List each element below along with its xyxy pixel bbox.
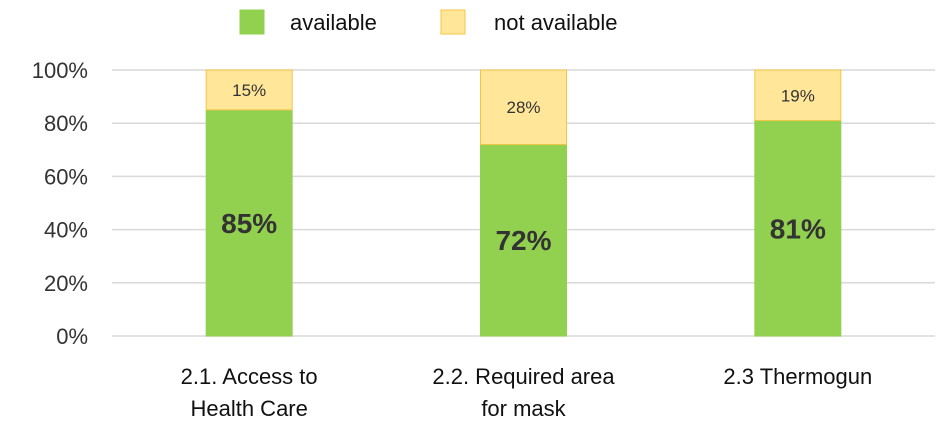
- y-tick-label: 0%: [56, 324, 88, 349]
- bar-segment-available: [754, 120, 842, 337]
- legend-swatch: [239, 9, 265, 35]
- bar-segment-available: [480, 143, 567, 337]
- legend: available not available: [239, 9, 618, 35]
- bar-segment-available: [205, 109, 293, 337]
- y-tick-label: 40%: [44, 218, 88, 243]
- legend-label: available: [290, 10, 377, 35]
- data-label: 81%: [770, 213, 826, 244]
- x-category-label: 2.2. Required area: [432, 364, 615, 389]
- y-axis: 0% 20% 40% 60% 80% 100%: [32, 58, 88, 349]
- bar-segment-not-available: [205, 69, 293, 111]
- bar-segment-not-available: [480, 69, 567, 145]
- data-label: 19%: [781, 86, 815, 105]
- data-label: 85%: [221, 208, 277, 239]
- y-tick-label: 100%: [32, 58, 88, 83]
- y-tick-label: 60%: [44, 164, 88, 189]
- x-category-label: Health Care: [190, 396, 307, 421]
- data-label: 28%: [506, 98, 540, 117]
- data-label: 72%: [495, 225, 551, 256]
- x-category-label: for mask: [481, 396, 566, 421]
- x-category-label: 2.1. Access to: [181, 364, 318, 389]
- y-tick-label: 80%: [44, 111, 88, 136]
- y-tick-label: 20%: [44, 271, 88, 296]
- bar-segment-not-available: [754, 69, 842, 122]
- legend-swatch: [440, 9, 466, 35]
- bars: 85% 15% 72% 28% 81% 19%: [205, 69, 842, 337]
- x-category-label: 2.3 Thermogun: [723, 364, 872, 389]
- x-axis: 2.1. Access to Health Care 2.2. Required a…: [181, 364, 873, 421]
- legend-label: not available: [494, 10, 618, 35]
- data-label: 15%: [232, 81, 266, 100]
